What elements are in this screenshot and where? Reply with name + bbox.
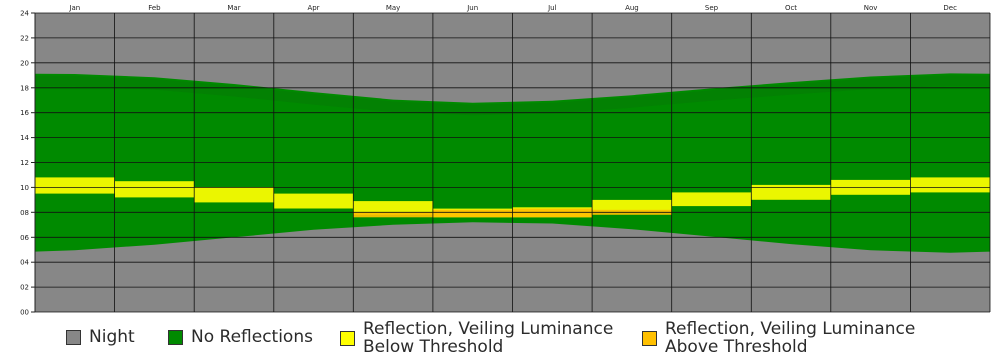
legend-swatch-no-reflections [168,329,183,345]
y-tick-label: 08 [20,209,29,217]
y-tick-label: 18 [20,84,29,92]
x-tick-label-jan: Jan [68,4,80,12]
x-tick-label-may: May [386,4,400,12]
legend: Night No Reflections Reflection, Veiling… [66,318,986,358]
reflection-below-threshold-segment-dec [910,177,990,193]
reflection-below-threshold-segment-feb [114,181,195,198]
y-tick-label: 06 [20,234,29,242]
x-tick-label-apr: Apr [307,4,319,12]
y-tick-label: 20 [20,59,29,67]
reflection-below-threshold-segment-sep [671,192,752,207]
x-tick-label-jun: Jun [466,4,478,12]
legend-label-no-reflections: No Reflections [191,327,313,347]
y-tick-label: 16 [20,109,29,117]
x-tick-label-nov: Nov [864,4,878,12]
x-tick-label-jul: Jul [547,4,557,12]
legend-swatch-reflection-below-threshold [340,330,355,346]
y-tick-label: 12 [20,159,29,167]
legend-label-reflection-above-threshold: Reflection, Veiling Luminance Above Thre… [665,319,916,357]
x-tick-label-feb: Feb [148,4,161,12]
y-tick-label: 04 [20,259,29,267]
legend-item-night: Night [66,328,135,346]
y-tick-label: 00 [20,309,29,317]
reflection-below-threshold-segment-jan [35,177,115,194]
reflection-below-threshold-segment-mar [194,187,274,203]
legend-label-night: Night [89,327,135,347]
x-axis-ticks: Jan Feb Mar Apr May Jun Jul Aug Sep Oct Nov Dec [68,4,957,12]
reflection-above-threshold-segment-jun [432,209,513,218]
reflection-above-threshold-segment-may [353,212,433,218]
x-tick-label-mar: Mar [227,4,240,12]
reflection-below-threshold-segment-oct [751,184,831,200]
y-tick-label: 24 [20,10,29,18]
x-tick-label-dec: Dec [943,4,957,12]
y-tick-label: 22 [20,34,29,42]
reflection-above-threshold-segment-jul [512,208,593,218]
reflection-below-threshold-segment-apr [273,193,354,209]
x-tick-label-oct: Oct [785,4,797,12]
legend-item-reflection-above-threshold: Reflection, Veiling Luminance Above Thre… [642,320,915,356]
reflection-below-threshold-segment-aug [592,199,672,213]
y-tick-label: 14 [20,134,29,142]
x-tick-label-aug: Aug [625,4,639,12]
legend-item-no-reflections: No Reflections [168,328,313,346]
legend-label-reflection-below-threshold: Reflection, Veiling Luminance Below Thre… [363,319,614,357]
x-tick-label-sep: Sep [705,4,719,12]
y-axis-ticks: 00 02 04 06 08 10 12 14 16 18 20 22 24 [20,10,35,317]
y-tick-label: 02 [20,284,29,292]
reflection-below-threshold-segment-may [353,201,433,215]
glare-hazard-chart: 00 02 04 06 08 10 12 14 16 18 20 22 24 Jan Feb Mar Apr M… [20,4,991,317]
legend-item-reflection-below-threshold: Reflection, Veiling Luminance Below Thre… [340,320,613,356]
legend-swatch-night [66,329,81,345]
legend-swatch-reflection-above-threshold [642,330,657,346]
y-tick-label: 10 [20,184,29,192]
